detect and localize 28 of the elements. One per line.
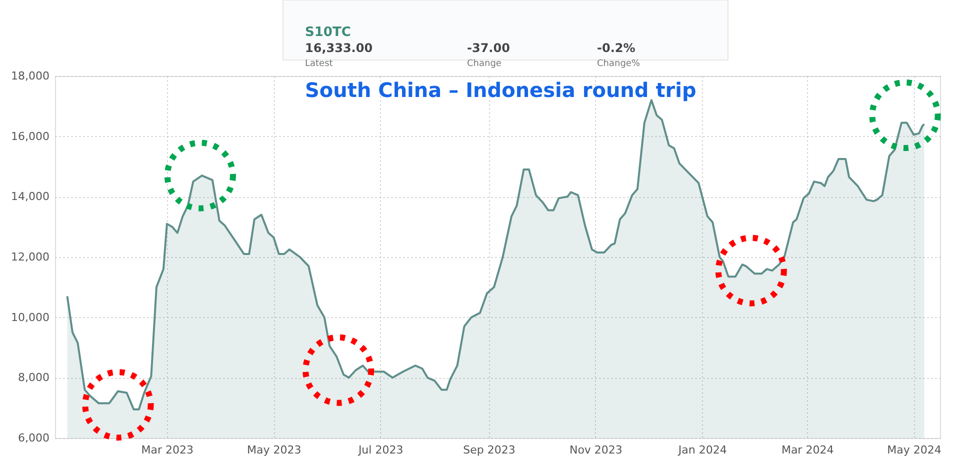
- x-tick-label: May 2023: [247, 444, 302, 456]
- x-tick-label: Jan 2024: [677, 444, 727, 456]
- text: -0.2%: [597, 41, 636, 55]
- x-tick-label: Mar 2024: [781, 444, 834, 456]
- x-tick-label: Mar 2023: [141, 444, 194, 456]
- chart-title: South China – Indonesia round trip: [305, 78, 696, 102]
- point: [302, 334, 374, 406]
- y-tick-label: 18,000: [11, 70, 50, 82]
- y-tick-label: 6,000: [18, 432, 50, 444]
- y-tick-label: 12,000: [11, 250, 50, 264]
- text: Latest: [305, 59, 334, 69]
- text: 16,333.00: [305, 41, 373, 55]
- text: -37.00: [467, 41, 510, 55]
- y-tick-label: 10,000: [11, 310, 50, 324]
- x-tick-label: Nov 2023: [569, 444, 622, 456]
- text: Change: [467, 59, 502, 69]
- x-tick-label: May 2024: [887, 444, 942, 456]
- x-tick-label: Jul 2023: [357, 444, 404, 456]
- point: [164, 140, 236, 212]
- x-tick-label: Sep 2023: [463, 444, 516, 456]
- text: S10TC: [305, 25, 351, 40]
- point: [869, 79, 941, 151]
- y-tick-label: 8,000: [18, 371, 50, 384]
- text: Change%: [597, 59, 640, 69]
- y-tick-label: 14,000: [11, 190, 50, 204]
- point: [82, 369, 154, 441]
- y-tick-label: 16,000: [11, 130, 50, 143]
- point: [715, 234, 787, 306]
